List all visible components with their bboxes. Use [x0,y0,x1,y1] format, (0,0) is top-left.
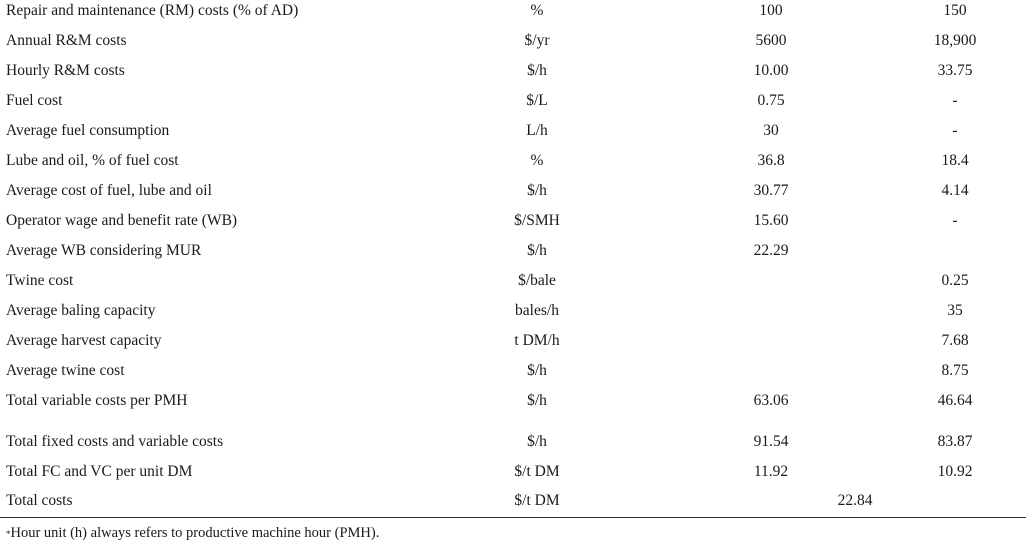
unit-cell: $/h [527,362,547,379]
param-cell: Average fuel consumption [6,122,170,139]
unit-cell: $/bale [518,272,556,289]
param-cell: Annual R&M costs [6,32,127,49]
unit-cell: L/h [526,122,548,139]
param-cell: Average twine cost [6,362,125,379]
unit-cell: $/L [526,92,548,109]
unit-cell: $/t DM [514,463,560,480]
value-cell-1: 10.00 [753,62,789,79]
param-cell: Average baling capacity [6,302,156,319]
value-cell-2: 0.25 [941,272,969,289]
value-cell-2: 83.87 [937,433,973,450]
value-cell-1: 22.29 [753,242,789,259]
table-row: Fuel cost $/L 0.75 - [0,87,1026,115]
footnote-marker: * [6,529,11,539]
value-cell-1: 30 [763,122,779,139]
table-row: Total FC and VC per unit DM $/t DM 11.92… [0,458,1026,486]
unit-cell: $/yr [524,32,550,49]
table-row: Operator wage and benefit rate (WB) $/SM… [0,207,1026,235]
unit-cell: % [530,152,544,169]
value-cell-1: 30.77 [753,182,789,199]
unit-cell: $/h [527,433,547,450]
value-cell-1: 0.75 [757,92,785,109]
table-row: Twine cost $/bale 0.25 [0,267,1026,295]
value-cell-2: 150 [943,2,967,19]
value-cell-2: - [952,92,958,109]
table-row: Repair and maintenance (RM) costs (% of … [0,0,1026,25]
unit-cell: % [530,2,544,19]
value-cell-1: 5600 [755,32,787,49]
unit-cell: $/h [527,392,547,409]
value-cell-2: - [952,212,958,229]
param-cell: Total variable costs per PMH [6,392,188,409]
value-cell-2: 7.68 [941,332,969,349]
table-row: Annual R&M costs $/yr 5600 18,900 [0,27,1026,55]
value-cell-1: 100 [759,2,783,19]
param-cell: Operator wage and benefit rate (WB) [6,212,238,229]
param-cell: Lube and oil, % of fuel cost [6,152,179,169]
footnote-text: Hour unit (h) always refers to productiv… [10,525,380,541]
param-cell: Total FC and VC per unit DM [6,463,193,480]
param-cell: Average harvest capacity [6,332,162,349]
value-cell-combined: 22.84 [837,492,873,509]
param-cell: Total fixed costs and variable costs [6,433,224,450]
param-cell: Twine cost [6,272,74,289]
param-cell: Repair and maintenance (RM) costs (% of … [6,2,299,19]
value-cell-1: 36.8 [757,152,785,169]
table-row: Total costs $/t DM 22.84 [0,487,1026,515]
table-row: Average harvest capacity t DM/h 7.68 [0,327,1026,355]
table-row: Lube and oil, % of fuel cost % 36.8 18.4 [0,147,1026,175]
value-cell-2: 4.14 [941,182,969,199]
unit-cell: $/h [527,182,547,199]
table-row: Average WB considering MUR $/h 22.29 [0,237,1026,265]
unit-cell: $/SMH [514,212,560,229]
param-cell: Average WB considering MUR [6,242,202,259]
value-cell-2: 33.75 [937,62,973,79]
value-cell-2: 46.64 [937,392,973,409]
value-cell-2: - [952,122,958,139]
unit-cell: $/t DM [514,492,560,509]
value-cell-1: 15.60 [753,212,789,229]
table-row: Average twine cost $/h 8.75 [0,357,1026,385]
value-cell-1: 11.92 [753,463,789,480]
param-cell: Average cost of fuel, lube and oil [6,182,212,199]
unit-cell: bales/h [515,302,559,319]
value-cell-2: 8.75 [941,362,969,379]
value-cell-2: 35 [947,302,963,319]
param-cell: Total costs [6,492,73,509]
value-cell-1: 63.06 [753,392,789,409]
value-cell-2: 18.4 [941,152,969,169]
value-cell-2: 18,900 [933,32,977,49]
unit-cell: $/h [527,242,547,259]
table-row: Average fuel consumption L/h 30 - [0,117,1026,145]
param-cell: Hourly R&M costs [6,62,125,79]
table-footnote: *Hour unit (h) always refers to producti… [6,523,379,543]
table-row: Average baling capacity bales/h 35 [0,297,1026,325]
value-cell-1: 91.54 [753,433,789,450]
table-row: Average cost of fuel, lube and oil $/h 3… [0,177,1026,205]
param-cell: Fuel cost [6,92,63,109]
table-row: Total variable costs per PMH $/h 63.06 4… [0,387,1026,415]
unit-cell: $/h [527,62,547,79]
table-bottom-rule [0,517,1026,518]
table-row: Total fixed costs and variable costs $/h… [0,428,1026,456]
value-cell-2: 10.92 [937,463,973,480]
table-row: Hourly R&M costs $/h 10.00 33.75 [0,57,1026,85]
unit-cell: t DM/h [514,332,560,349]
